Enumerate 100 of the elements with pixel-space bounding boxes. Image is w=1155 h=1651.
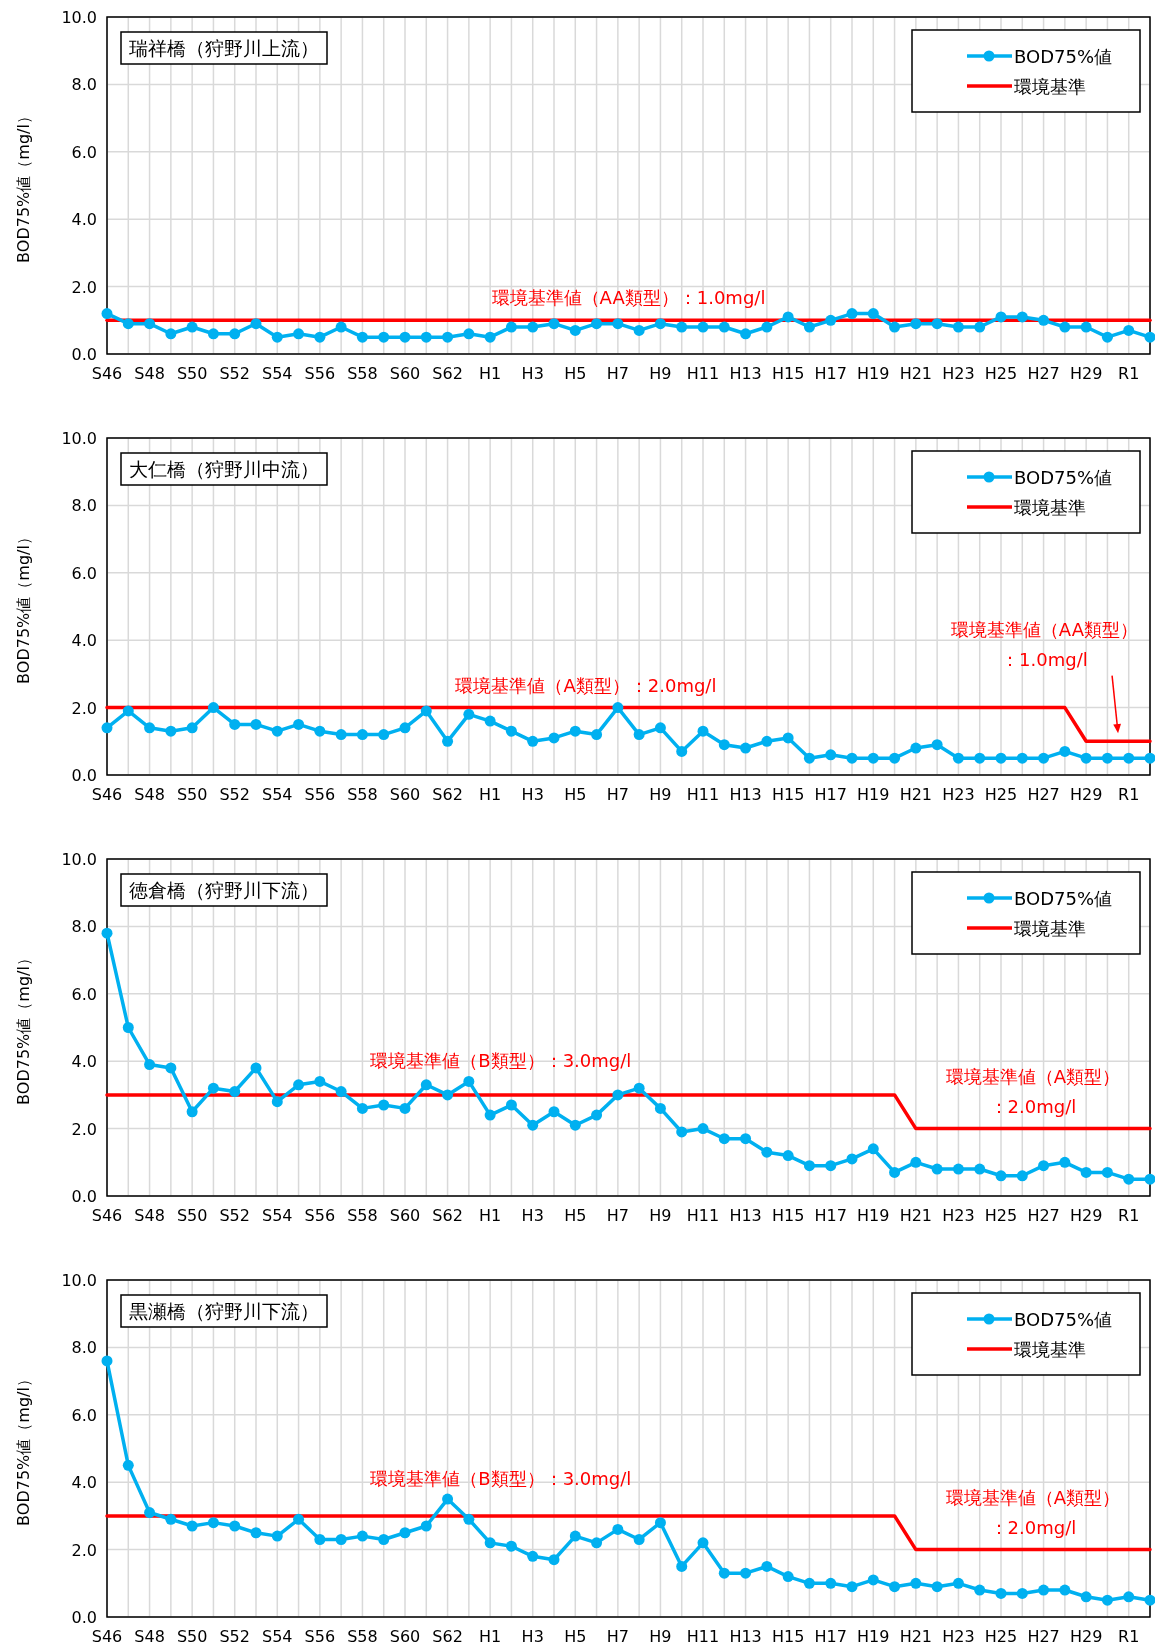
point	[1038, 314, 1050, 326]
x-tick-label: H21	[899, 1627, 933, 1646]
y-tick-label: 8.0	[71, 1338, 97, 1358]
x-tick-label: H25	[984, 364, 1018, 383]
point	[1038, 752, 1050, 764]
point	[229, 718, 241, 730]
point	[910, 742, 922, 754]
point	[718, 321, 730, 333]
x-tick-label: H17	[814, 364, 847, 383]
point	[974, 1584, 986, 1596]
point	[505, 1099, 517, 1111]
point	[761, 1560, 773, 1572]
x-tick-label: S56	[304, 1627, 336, 1646]
y-tick-label: 0.0	[71, 1608, 97, 1627]
point	[229, 1086, 241, 1098]
point	[612, 318, 624, 330]
y-tick-label: 10.0	[61, 429, 97, 448]
point	[803, 321, 815, 333]
point	[676, 1126, 688, 1138]
annotation: 環境基準値（A類型）：2.0mg/l	[455, 674, 717, 696]
point	[165, 328, 177, 340]
point	[676, 321, 688, 333]
point	[335, 1533, 347, 1545]
x-tick-label: S46	[91, 785, 123, 804]
point	[101, 722, 113, 734]
y-tick-label: 2.0	[71, 1540, 97, 1560]
point	[484, 1537, 496, 1549]
point	[591, 1537, 603, 1549]
point	[910, 1156, 922, 1168]
x-tick-label: H25	[984, 1627, 1018, 1646]
point	[654, 722, 666, 734]
point	[1016, 1170, 1028, 1182]
point	[846, 1581, 858, 1593]
point	[335, 1086, 347, 1098]
x-tick-label: S58	[347, 1206, 378, 1225]
point	[463, 1075, 475, 1087]
y-tick-label: 4.0	[71, 1052, 97, 1072]
x-tick-label: S62	[432, 1206, 463, 1225]
legend-label: 環境基準	[1014, 1339, 1086, 1360]
x-tick-label: H3	[521, 1206, 544, 1225]
point	[654, 1102, 666, 1114]
point	[995, 752, 1007, 764]
point	[186, 1106, 198, 1118]
y-tick-label: 4.0	[71, 631, 97, 651]
x-tick-label: H15	[771, 1627, 805, 1646]
point	[825, 1160, 837, 1172]
x-tick-label: H17	[814, 1627, 847, 1646]
x-tick-label: S58	[347, 364, 378, 383]
point	[1101, 1594, 1113, 1606]
point	[1123, 752, 1135, 764]
point	[250, 1527, 262, 1539]
x-tick-label: R1	[1118, 364, 1140, 383]
x-tick-label: H27	[1027, 785, 1060, 804]
y-tick-label: 6.0	[71, 142, 97, 162]
x-tick-label: S50	[176, 1627, 208, 1646]
x-tick-label: S48	[134, 1206, 165, 1225]
point	[207, 328, 219, 340]
point	[505, 321, 517, 333]
x-tick-label: H19	[857, 1206, 890, 1225]
point	[229, 1520, 241, 1532]
point	[207, 1082, 219, 1094]
x-tick-label: S60	[389, 364, 421, 383]
y-tick-label: 10.0	[61, 8, 97, 27]
x-tick-label: S48	[134, 1627, 165, 1646]
point	[335, 729, 347, 741]
point	[420, 705, 432, 717]
y-axis-title: BOD75%値（mg/l）	[13, 108, 33, 263]
point	[420, 1079, 432, 1091]
y-axis-title: BOD75%値（mg/l）	[13, 529, 33, 684]
point	[271, 1530, 283, 1542]
x-tick-label: H9	[649, 785, 672, 804]
point	[527, 1550, 539, 1562]
point	[484, 331, 496, 343]
x-tick-label: S52	[219, 785, 250, 804]
point	[931, 1581, 943, 1593]
point	[761, 321, 773, 333]
x-tick-label: S46	[91, 1627, 123, 1646]
point	[484, 1109, 496, 1121]
point	[144, 318, 156, 330]
x-tick-label: H15	[771, 785, 805, 804]
point	[803, 1577, 815, 1589]
x-tick-label: H25	[984, 785, 1018, 804]
x-tick-label: H15	[771, 1206, 805, 1225]
point	[314, 725, 326, 737]
y-axis-title: BOD75%値（mg/l）	[13, 950, 33, 1105]
point	[718, 1567, 730, 1579]
x-tick-label: H5	[564, 364, 587, 383]
x-tick-label: H29	[1069, 1627, 1103, 1646]
x-tick-label: S62	[432, 364, 463, 383]
point	[995, 1170, 1007, 1182]
point	[867, 752, 879, 764]
point	[697, 321, 709, 333]
x-tick-label: H9	[649, 1627, 672, 1646]
x-tick-label: H29	[1069, 1206, 1103, 1225]
x-tick-label: H21	[899, 364, 933, 383]
point	[144, 722, 156, 734]
x-tick-label: S58	[347, 785, 378, 804]
point	[931, 739, 943, 751]
point	[889, 1581, 901, 1593]
x-tick-label: S54	[262, 785, 293, 804]
